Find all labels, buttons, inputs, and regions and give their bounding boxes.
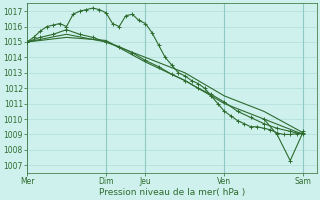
- X-axis label: Pression niveau de la mer( hPa ): Pression niveau de la mer( hPa ): [99, 188, 245, 197]
